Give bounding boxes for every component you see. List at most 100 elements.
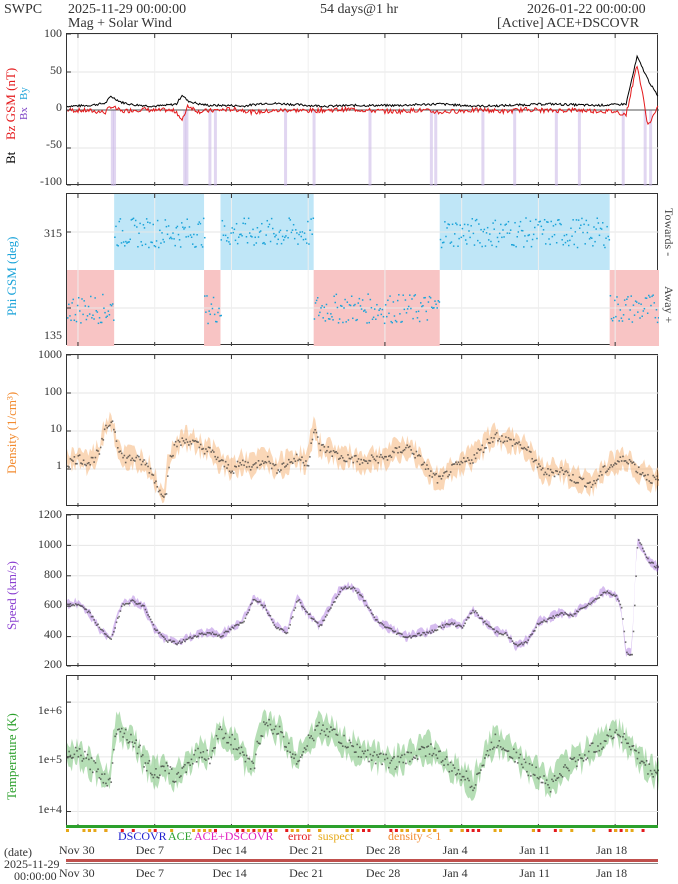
data-point bbox=[320, 729, 323, 732]
phi-point bbox=[474, 219, 477, 222]
data-point bbox=[145, 611, 148, 614]
phi-point bbox=[592, 245, 594, 247]
phi-point bbox=[530, 245, 533, 248]
data-point bbox=[85, 464, 88, 467]
phi-point bbox=[642, 310, 645, 312]
data-point bbox=[487, 754, 490, 757]
data-point bbox=[348, 739, 351, 742]
data-point bbox=[269, 615, 272, 617]
data-point bbox=[470, 785, 473, 788]
data-point bbox=[314, 729, 316, 731]
suspect-flag bbox=[630, 829, 634, 832]
phi-point bbox=[400, 321, 402, 323]
phi-point bbox=[413, 295, 415, 297]
data-point bbox=[411, 635, 414, 638]
data-point bbox=[130, 459, 132, 462]
data-point bbox=[422, 631, 424, 634]
data-point bbox=[132, 459, 135, 462]
data-point bbox=[469, 612, 472, 615]
data-point bbox=[409, 445, 411, 448]
phi-point bbox=[426, 319, 429, 321]
data-point bbox=[376, 619, 378, 621]
data-point bbox=[270, 729, 273, 731]
data-point bbox=[74, 462, 77, 465]
data-point bbox=[231, 733, 234, 736]
data-point bbox=[386, 626, 389, 629]
data-point bbox=[624, 738, 627, 741]
phi-point bbox=[117, 245, 119, 247]
density-ytick: 10 bbox=[50, 421, 62, 435]
phi-point bbox=[111, 303, 114, 305]
phi-point bbox=[293, 237, 296, 240]
density-ytick: 1 bbox=[56, 458, 62, 472]
data-point bbox=[411, 452, 414, 455]
data-point bbox=[407, 636, 410, 638]
data-point bbox=[501, 435, 503, 437]
suspect-flag bbox=[625, 829, 629, 832]
data-point bbox=[273, 728, 276, 731]
phi-point bbox=[650, 304, 652, 307]
data-point bbox=[301, 605, 303, 608]
data-point bbox=[364, 750, 366, 752]
data-point bbox=[232, 748, 235, 750]
data-point bbox=[519, 643, 522, 645]
phi-point bbox=[523, 246, 525, 248]
phi-point bbox=[394, 319, 397, 322]
data-point bbox=[484, 447, 486, 449]
data-point bbox=[86, 462, 89, 465]
phi-point bbox=[181, 222, 183, 224]
phi-point bbox=[133, 224, 136, 227]
suspect-flag bbox=[290, 829, 294, 832]
phi-point bbox=[290, 231, 293, 234]
data-point bbox=[198, 632, 201, 635]
phi-point bbox=[648, 294, 650, 297]
phi-point bbox=[550, 220, 552, 223]
phi-point bbox=[266, 219, 269, 222]
error-flag bbox=[471, 829, 475, 832]
timeline-bar[interactable] bbox=[66, 858, 658, 866]
phi-point bbox=[211, 307, 214, 310]
phi-point bbox=[142, 224, 145, 226]
data-point bbox=[257, 742, 260, 744]
phi-point bbox=[355, 319, 357, 322]
data-point bbox=[313, 431, 315, 434]
data-point bbox=[140, 463, 143, 466]
data-point bbox=[507, 750, 510, 752]
phi-point bbox=[653, 302, 656, 304]
phi-point bbox=[597, 222, 600, 224]
phi-point bbox=[310, 218, 312, 220]
phi-point bbox=[532, 233, 535, 236]
data-point bbox=[253, 767, 256, 770]
data-point bbox=[410, 449, 412, 451]
phi-point bbox=[407, 305, 410, 308]
suspect-flag bbox=[148, 829, 152, 832]
error-flag bbox=[389, 829, 393, 832]
phi-point bbox=[264, 243, 266, 245]
bz-south-shade bbox=[312, 110, 316, 186]
data-point bbox=[293, 609, 295, 612]
phi-point bbox=[490, 240, 492, 243]
phi-point bbox=[596, 217, 599, 219]
data-point bbox=[236, 623, 239, 626]
data-point bbox=[170, 641, 173, 643]
data-point bbox=[248, 465, 251, 468]
phi-point bbox=[485, 232, 488, 234]
error-flag bbox=[120, 829, 124, 832]
end-time: 2026-01-22 00:00:00 bbox=[527, 2, 646, 17]
speed-panel bbox=[66, 514, 659, 667]
legend-dscovr: DSCOVR bbox=[118, 829, 167, 843]
data-point bbox=[120, 452, 123, 455]
phi-point bbox=[571, 235, 573, 237]
data-point bbox=[498, 632, 501, 635]
density-plot bbox=[67, 355, 659, 507]
data-point bbox=[169, 455, 172, 457]
phi-point bbox=[253, 244, 255, 246]
data-point bbox=[318, 625, 320, 628]
data-point bbox=[218, 460, 220, 463]
data-point bbox=[273, 464, 276, 467]
data-point bbox=[406, 751, 409, 753]
phi-point bbox=[145, 218, 148, 220]
data-point bbox=[381, 763, 384, 766]
phi-point bbox=[531, 238, 534, 241]
data-point bbox=[324, 615, 327, 618]
